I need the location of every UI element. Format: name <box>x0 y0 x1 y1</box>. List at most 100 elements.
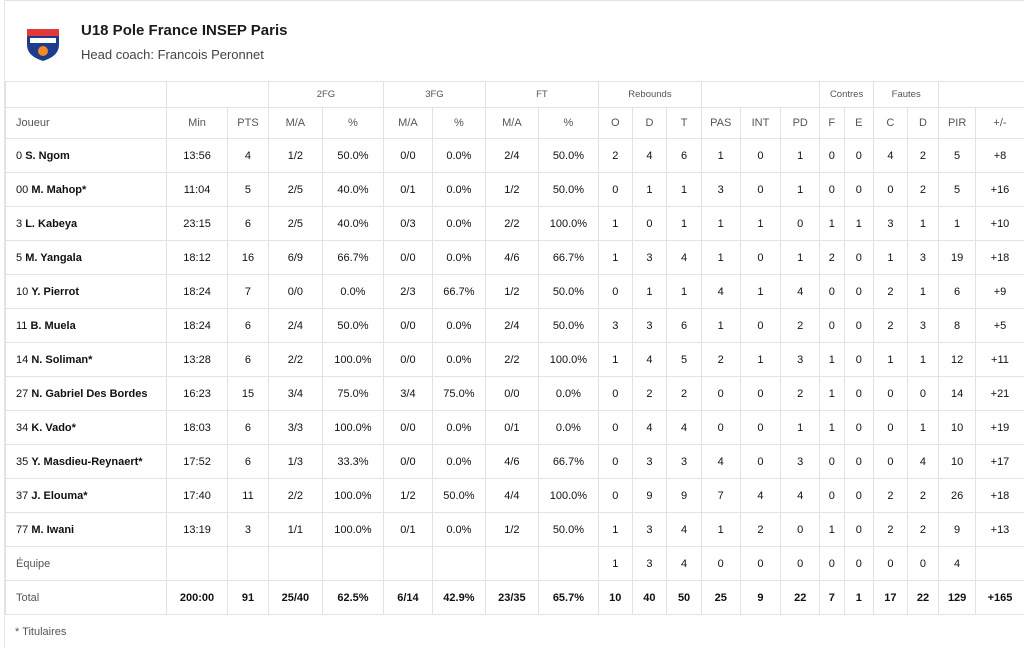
stat-cell: 0 <box>700 410 741 445</box>
player-name[interactable]: L. Kabeya <box>25 217 78 230</box>
player-name[interactable]: N. Soliman* <box>31 353 93 366</box>
group-fautes: Fautes <box>873 81 940 108</box>
stat-cell: 13:28 <box>165 342 229 377</box>
column-header-3: M/A <box>267 107 323 139</box>
stat-cell: 10 <box>938 444 976 479</box>
stat-cell: 0 <box>739 138 782 173</box>
stat-cell: 1 <box>819 376 845 411</box>
stat-cell: 50.0% <box>431 478 486 513</box>
player-name[interactable]: B. Muela <box>30 319 76 332</box>
player-cell: 3 L. Kabeya <box>5 206 167 241</box>
stat-cell: 0 <box>739 240 782 275</box>
stat-cell: 4 <box>700 274 741 309</box>
stat-cell: 1 <box>700 138 741 173</box>
stat-cell: 1 <box>906 274 940 309</box>
stat-cell: 0 <box>843 376 875 411</box>
player-name[interactable]: M. Yangala <box>25 251 82 264</box>
stat-cell: 1 <box>938 206 976 241</box>
player-name[interactable]: S. Ngom <box>25 149 70 162</box>
player-number: 11 <box>16 319 28 332</box>
stat-cell: 0.0% <box>431 206 486 241</box>
stat-cell: 1 <box>843 206 875 241</box>
player-row: 0 S. Ngom 13:56 4 1/2 50.0% 0/0 0.0% 2/4 50.0% 2 4… <box>5 138 1024 173</box>
stat-cell: 0/3 <box>383 206 433 241</box>
player-name[interactable]: Y. Masdieu-Reynaert* <box>31 455 143 468</box>
stat-cell: 0/0 <box>383 342 433 377</box>
stat-cell: 1/1 <box>267 512 323 547</box>
stat-cell: 50.0% <box>537 274 599 309</box>
stat-cell: 1 <box>873 342 908 377</box>
stat-cell: +165 <box>974 580 1024 615</box>
player-name[interactable]: K. Vado* <box>31 421 76 434</box>
stat-cell: 16:23 <box>165 376 229 411</box>
stat-cell: 4 <box>938 546 976 581</box>
stat-cell: 0 <box>597 444 633 479</box>
stat-cell: 6/9 <box>267 240 323 275</box>
column-header-19: PIR <box>938 107 976 139</box>
column-header-5: M/A <box>383 107 433 139</box>
stat-cell: 0.0% <box>431 138 486 173</box>
player-row: 27 N. Gabriel Des Bordes 16:23 15 3/4 75.0% 3… <box>5 376 1024 411</box>
stat-cell: +21 <box>974 376 1024 411</box>
head-coach: Head coach: Francois Peronnet <box>81 47 264 62</box>
equipe-row: Équipe 1 3 4 0 0 0 0 0 0 0 4 <box>5 546 1024 581</box>
stat-cell: 33.3% <box>321 444 385 479</box>
stat-cell: 1 <box>739 342 782 377</box>
stat-cell: 40.0% <box>321 206 385 241</box>
stat-cell: 2 <box>597 138 633 173</box>
stat-cell: 4 <box>666 546 702 581</box>
column-header-0: Joueur <box>5 107 167 139</box>
player-name[interactable]: M. Mahop* <box>31 183 87 196</box>
stat-cell: 42.9% <box>431 580 486 615</box>
stat-cell: 1 <box>700 512 741 547</box>
player-name[interactable]: Y. Pierrot <box>31 285 79 298</box>
team-header: U18 Pole France INSEP Paris Head coach: … <box>5 1 1024 81</box>
stat-cell: 0 <box>700 546 741 581</box>
stat-cell <box>974 546 1024 581</box>
stat-cell: +11 <box>974 342 1024 377</box>
player-number: 3 <box>16 217 23 230</box>
stat-cell: 3 <box>780 444 821 479</box>
stat-cell: 75.0% <box>431 376 486 411</box>
column-header-14: PD <box>780 107 821 139</box>
stat-cell: 6 <box>227 444 269 479</box>
stat-cell: 1 <box>666 206 702 241</box>
stat-cell: 1 <box>597 546 633 581</box>
stat-cell: 0/1 <box>484 410 539 445</box>
column-header-15: F <box>819 107 845 139</box>
player-name[interactable]: N. Gabriel Des Bordes <box>31 387 148 400</box>
stat-cell: 3 <box>631 444 668 479</box>
stat-cell: 12 <box>938 342 976 377</box>
stat-cell: 4 <box>631 138 668 173</box>
stat-cell: 25/40 <box>267 580 323 615</box>
stat-cell: 0 <box>597 274 633 309</box>
total-row: Total 200:00 91 25/40 62.5% 6/14 42.9% 23/35 65.… <box>5 580 1024 615</box>
stat-cell: 2/5 <box>267 206 323 241</box>
player-name[interactable]: M. Iwani <box>31 523 75 536</box>
player-row: 35 Y. Masdieu-Reynaert* 17:52 6 1/3 33.3% 0/0… <box>5 444 1024 479</box>
column-header-17: C <box>873 107 908 139</box>
stat-cell: 50.0% <box>537 138 599 173</box>
empty-group-cell <box>700 81 821 108</box>
column-header-13: INT <box>739 107 782 139</box>
stat-cell: 13:19 <box>165 512 229 547</box>
stat-cell: 100.0% <box>321 342 385 377</box>
player-cell: 77 M. Iwani <box>5 512 167 547</box>
stat-cell: 6 <box>227 206 269 241</box>
stat-cell: 3 <box>700 172 741 207</box>
stat-cell: 1 <box>739 206 782 241</box>
column-header-4: % <box>321 107 385 139</box>
stat-cell: 3 <box>780 342 821 377</box>
stat-cell: 0 <box>873 376 908 411</box>
stat-cell: 19 <box>938 240 976 275</box>
stat-cell: 0 <box>700 376 741 411</box>
stat-cell: 8 <box>938 308 976 343</box>
stat-cell: 9 <box>739 580 782 615</box>
stat-cell: 3/4 <box>383 376 433 411</box>
stat-cell: 17 <box>873 580 908 615</box>
stat-cell: 2 <box>906 478 940 513</box>
player-number: 0 <box>16 149 23 162</box>
stat-cell: 11:04 <box>165 172 229 207</box>
player-name[interactable]: J. Elouma* <box>31 489 88 502</box>
stat-cell: 2 <box>873 274 908 309</box>
